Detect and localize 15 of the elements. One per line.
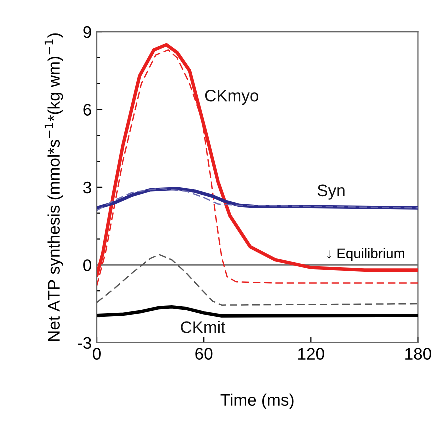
series-label: CKmyo bbox=[205, 90, 259, 106]
y-tick-label: -3 bbox=[78, 337, 92, 350]
y-axis-title: Net ATP synthesis (mmol*s$^{−1}$*(kg wm)$^{−1}$) bbox=[44, 34, 64, 341]
series-label: CKmit bbox=[181, 321, 226, 334]
series-label: Syn bbox=[318, 184, 345, 200]
ref-line-label: ↓ Equilibrium bbox=[328, 248, 404, 262]
x-tick-label: 180 bbox=[406, 348, 432, 360]
x-tick-label: 120 bbox=[298, 348, 324, 360]
x-tick-label: 60 bbox=[196, 348, 213, 360]
y-tick-label: 0 bbox=[84, 260, 92, 272]
x-tick-label: 0 bbox=[93, 348, 101, 360]
y-tick-label: 3 bbox=[84, 182, 92, 194]
x-axis-title: Time (ms) bbox=[220, 394, 294, 410]
y-tick-label: 6 bbox=[84, 104, 92, 116]
y-tick-label: 9 bbox=[84, 26, 92, 38]
